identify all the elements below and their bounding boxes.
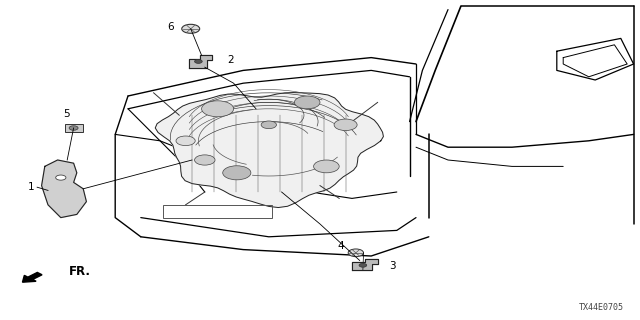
Circle shape <box>223 166 251 180</box>
Circle shape <box>294 96 320 109</box>
Text: 1: 1 <box>28 182 34 192</box>
Polygon shape <box>156 92 383 208</box>
Text: FR.: FR. <box>68 265 90 277</box>
Circle shape <box>334 119 357 131</box>
Text: 6: 6 <box>168 22 174 32</box>
Circle shape <box>359 263 367 267</box>
Text: 2: 2 <box>227 55 234 65</box>
Circle shape <box>195 60 202 63</box>
Circle shape <box>348 249 364 257</box>
Circle shape <box>182 24 200 33</box>
Circle shape <box>314 160 339 173</box>
Circle shape <box>69 126 78 130</box>
Text: 4: 4 <box>338 241 344 251</box>
FancyBboxPatch shape <box>65 124 83 132</box>
Text: 3: 3 <box>389 260 396 271</box>
Text: 5: 5 <box>63 108 70 119</box>
Polygon shape <box>22 272 42 282</box>
Circle shape <box>195 155 215 165</box>
Circle shape <box>202 101 234 117</box>
Text: TX44E0705: TX44E0705 <box>579 303 624 312</box>
Circle shape <box>176 136 195 146</box>
Circle shape <box>56 175 66 180</box>
Polygon shape <box>352 259 378 270</box>
Polygon shape <box>42 160 86 218</box>
Polygon shape <box>189 55 212 68</box>
Circle shape <box>261 121 276 129</box>
